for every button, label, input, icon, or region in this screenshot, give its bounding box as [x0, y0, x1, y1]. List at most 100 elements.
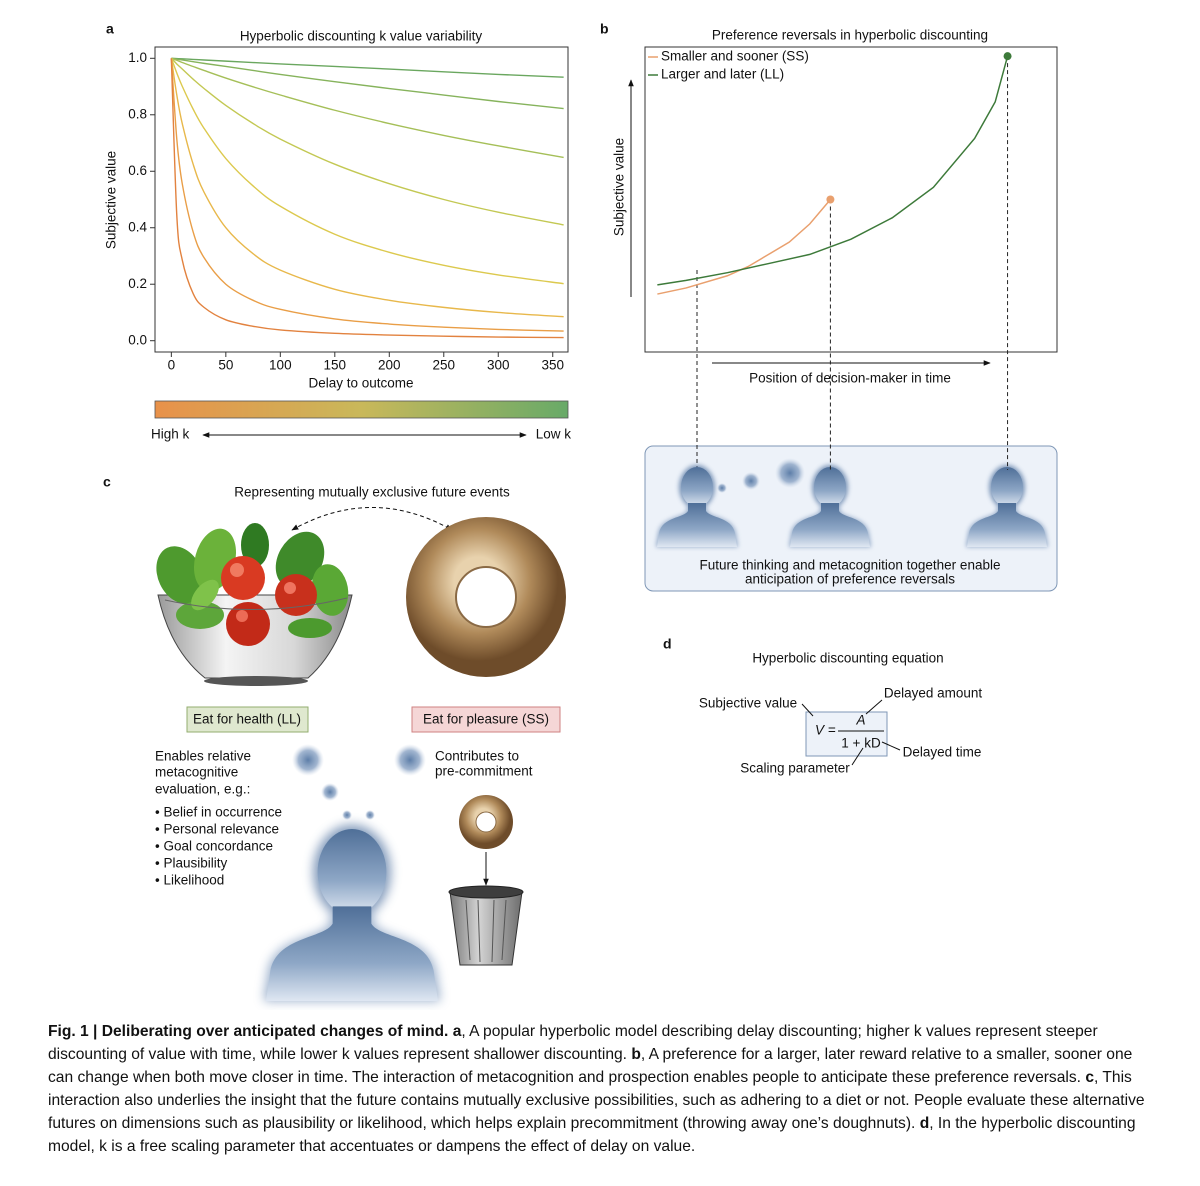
leader-line: [801, 703, 814, 717]
thought-bubble: [321, 783, 339, 801]
bullet: • Goal concordance: [155, 839, 273, 854]
chart-title: Preference reversals in hyperbolic disco…: [712, 28, 988, 43]
panel-title: Hyperbolic discounting equation: [752, 651, 943, 666]
thought-bubble: [775, 458, 805, 488]
bullet: • Belief in occurrence: [155, 805, 282, 820]
right-text: Contributes to: [435, 749, 519, 764]
annotation: Delayed amount: [884, 686, 983, 701]
left-text: evaluation, e.g.:: [155, 782, 250, 797]
y-tick-label: 0.6: [128, 163, 147, 178]
colorbar: [154, 400, 569, 419]
y-tick-label: 0.0: [128, 332, 147, 347]
y-tick-label: 0.4: [128, 219, 147, 234]
caption-text: , A popular hyperbolic model describing …: [48, 1023, 1098, 1063]
curve: [170, 57, 564, 226]
right-text: pre-commitment: [435, 764, 533, 779]
colorbar-label: Low k: [536, 427, 572, 442]
panel-label: c: [103, 474, 111, 490]
curve: [171, 57, 564, 110]
ss-label-box: [411, 706, 561, 733]
chart-title: Hyperbolic discounting k value variabili…: [240, 29, 483, 44]
bullet: • Personal relevance: [155, 822, 279, 837]
thought-bubble: [365, 810, 375, 820]
panel-a: Hyperbolic discounting k value variabili…: [104, 29, 572, 442]
left-text: Enables relative: [155, 749, 251, 764]
x-tick-label: 200: [378, 358, 401, 373]
annotation: Scaling parameter: [740, 761, 850, 776]
plot-frame: [644, 46, 1058, 353]
caption-panel-label: a: [452, 1023, 462, 1040]
panel-d: Hyperbolic discounting equation V = A 1 …: [699, 651, 983, 776]
curve: [657, 199, 831, 295]
ss-label: Eat for pleasure (SS): [423, 712, 549, 727]
panel-title: Representing mutually exclusive future e…: [234, 485, 510, 500]
left-text: metacognitive: [155, 765, 238, 780]
caption-title: Fig. 1 | Deliberating over anticipated c…: [48, 1023, 449, 1040]
leader-line: [851, 747, 864, 766]
x-tick-label: 250: [433, 358, 456, 373]
equation-lhs: V =: [815, 723, 836, 738]
figure: a b c d Hyperbolic discounting k value v…: [103, 21, 1058, 1010]
endpoint: [1003, 52, 1012, 61]
caption-panel-label: d: [919, 1115, 930, 1132]
x-tick-label: 100: [269, 358, 292, 373]
bullet: • Plausibility: [155, 856, 228, 871]
panel-label: a: [106, 21, 114, 37]
y-axis-label: Subjective value: [104, 151, 119, 249]
donut-illustration: [406, 517, 566, 677]
caption-panel-label: b: [631, 1046, 641, 1063]
x-tick-label: 350: [541, 358, 564, 373]
thought-bubble: [742, 472, 760, 490]
leader-line: [881, 741, 901, 751]
curve: [170, 58, 564, 318]
legend-label: Smaller and sooner (SS): [661, 49, 809, 64]
panel-label: d: [663, 636, 672, 652]
curve: [170, 58, 564, 285]
curve: [170, 58, 564, 332]
y-tick-label: 1.0: [128, 50, 147, 65]
bullet: • Likelihood: [155, 873, 224, 888]
curve: [171, 57, 564, 78]
colorbar-label: High k: [151, 427, 190, 442]
x-tick-label: 50: [218, 358, 233, 373]
thought-bubble: [717, 483, 727, 493]
annotation: Subjective value: [699, 696, 797, 711]
y-tick-label: 0.2: [128, 276, 147, 291]
figure-caption: Fig. 1 | Deliberating over anticipated c…: [48, 1020, 1158, 1158]
ll-label-box: [186, 706, 309, 733]
annotation: Delayed time: [903, 745, 982, 760]
y-axis-label: Subjective value: [612, 138, 627, 236]
box-text: Future thinking and metacognition togeth…: [700, 558, 1001, 573]
person: [264, 825, 440, 1001]
x-axis-label: Position of decision-maker in time: [749, 371, 951, 386]
caption-text: , This interaction also underlies the in…: [48, 1069, 1145, 1132]
numerator: A: [855, 713, 865, 728]
curve: [171, 57, 564, 159]
curve: [657, 55, 1009, 286]
panel-label: b: [600, 21, 609, 37]
panel-c: Representing mutually exclusive future e…: [155, 485, 566, 1001]
curve: [170, 58, 564, 339]
x-tick-label: 0: [168, 358, 176, 373]
ll-label: Eat for health (LL): [193, 712, 301, 727]
trash-can: [448, 885, 524, 966]
thought-bubble: [292, 744, 324, 776]
thought-bubble: [342, 810, 352, 820]
x-axis-label: Delay to outcome: [308, 376, 413, 391]
x-tick-label: 300: [487, 358, 510, 373]
x-tick-label: 150: [324, 358, 347, 373]
caption-text: , A preference for a larger, later rewar…: [48, 1046, 1133, 1086]
caption-panel-label: c: [1085, 1069, 1095, 1086]
exclusive-arrow: [291, 507, 453, 531]
y-tick-label: 0.8: [128, 106, 147, 121]
panel-b: Preference reversals in hyperbolic disco…: [612, 28, 1058, 592]
leader-line: [865, 699, 883, 715]
small-donut-hole: [475, 811, 497, 833]
denominator: 1 + kD: [841, 736, 881, 751]
box-text: anticipation of preference reversals: [745, 572, 955, 587]
thought-bubble: [394, 744, 426, 776]
caption-text: , In the hyperbolic discounting model, k…: [48, 1115, 1136, 1155]
plot-frame: [154, 46, 569, 353]
salad-illustration: [156, 523, 353, 686]
